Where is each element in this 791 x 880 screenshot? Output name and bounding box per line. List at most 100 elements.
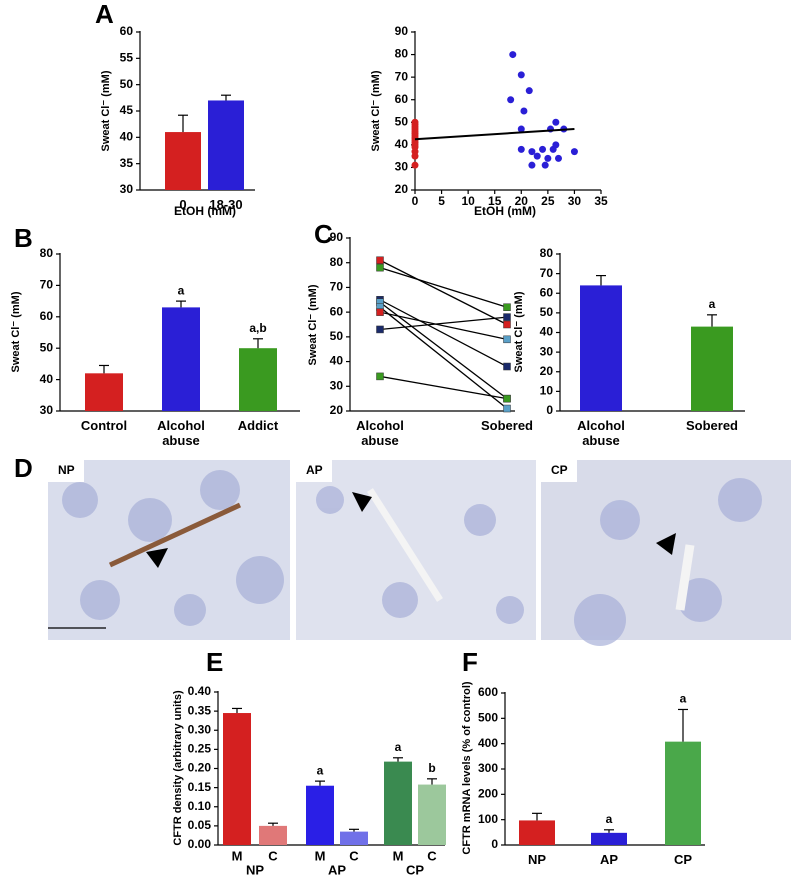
x-tick-label: Sobered <box>480 418 533 433</box>
pair-line <box>379 311 508 340</box>
bar <box>591 832 627 845</box>
y-tick-label: 0.25 <box>188 742 212 756</box>
x-axis-label: EtOH (mM) <box>174 204 236 218</box>
x-tick-label: 20 <box>515 194 529 208</box>
x-tick-label: Sobered <box>685 418 738 433</box>
arrowhead <box>352 492 372 512</box>
bar <box>208 100 244 190</box>
y-tick-label: 400 <box>478 736 498 750</box>
y-tick-label: 70 <box>395 69 409 83</box>
y-tick-label: 60 <box>540 285 554 299</box>
label-box <box>541 460 577 482</box>
category-label-box: Sobered <box>480 418 533 433</box>
point <box>528 161 536 169</box>
pair-line <box>379 301 508 400</box>
y-tick-label: 60 <box>120 24 134 38</box>
micrograph-label: NP <box>58 463 75 477</box>
duct <box>108 502 242 568</box>
point <box>541 161 549 169</box>
y-axis-label: Sweat Cl⁻ (mM) <box>307 284 319 365</box>
y-tick-label: 0.35 <box>188 703 212 717</box>
pair-marker <box>376 372 384 381</box>
point <box>525 87 533 95</box>
pair-marker <box>503 320 511 329</box>
y-tick-label: 45 <box>120 103 134 117</box>
pair-marker <box>503 313 511 321</box>
y-tick-label: 0.00 <box>188 837 212 851</box>
micrograph-label: CP <box>551 463 568 477</box>
panel-label: B <box>14 223 33 253</box>
category-label-box: 18-30 <box>209 197 243 212</box>
group-label: CP <box>406 862 424 877</box>
label-box <box>48 460 84 482</box>
y-tick-label: 20 <box>330 403 344 417</box>
x-tick-label: Alcohol abuse <box>356 418 404 448</box>
y-tick-label: 60 <box>395 92 409 106</box>
y-axis-label: Sweat Cl⁻ (mM) <box>10 291 22 372</box>
y-tick-label: 500 <box>478 711 498 725</box>
duct <box>675 544 695 611</box>
point <box>533 152 541 160</box>
pair-marker <box>376 256 384 264</box>
y-tick-label: 55 <box>120 51 134 65</box>
pair-line <box>379 267 508 308</box>
duct <box>367 488 443 602</box>
point <box>544 154 552 162</box>
y-tick-label: 20 <box>395 182 409 196</box>
y-tick-label: 0.10 <box>188 799 212 813</box>
y-axis-label: CFTR density (arbitrary units) <box>172 690 184 846</box>
y-tick-label: 80 <box>40 246 54 260</box>
y-tick-label: 70 <box>40 278 54 292</box>
category-label-box: AP <box>599 852 619 867</box>
trend-line <box>414 128 575 141</box>
micrographs: NP AP CP <box>48 460 791 646</box>
pair-marker <box>503 394 511 403</box>
y-tick-label: 0.30 <box>188 722 212 736</box>
significance-letter: b <box>428 761 435 775</box>
bar <box>85 373 123 411</box>
y-tick-label: 60 <box>40 309 54 323</box>
y-tick-label: 0.05 <box>188 818 212 832</box>
x-tick-label: 18-30 <box>209 197 243 212</box>
cell-texture <box>62 470 762 646</box>
bar <box>384 761 412 845</box>
bar <box>340 831 368 845</box>
panel-label: C <box>314 219 333 249</box>
bar <box>580 285 622 411</box>
x-tick-label: AP <box>599 852 619 867</box>
panel-label: A <box>95 0 114 29</box>
x-tick-label: C <box>427 848 437 863</box>
point <box>411 118 419 126</box>
y-axis-label: Sweat Cl⁻ (mM) <box>100 70 112 151</box>
significance-letter: a <box>680 692 687 706</box>
pair-line <box>379 299 508 368</box>
bar <box>165 132 201 190</box>
point <box>520 107 528 115</box>
x-tick-label: 30 <box>568 194 582 208</box>
y-tick-label: 300 <box>478 761 498 775</box>
category-label-box: CP <box>674 852 692 867</box>
y-tick-label: 100 <box>478 812 498 826</box>
y-tick-label: 40 <box>395 137 409 151</box>
pair-marker <box>503 303 511 311</box>
pair-line <box>379 306 508 410</box>
label-box <box>296 460 332 482</box>
pair-marker <box>503 335 511 344</box>
point <box>528 148 536 156</box>
bar <box>519 820 555 845</box>
pair-marker <box>376 308 384 316</box>
y-tick-label: 70 <box>330 280 344 294</box>
point <box>411 161 419 169</box>
y-tick-label: 200 <box>478 787 498 801</box>
y-tick-label: 10 <box>540 384 554 398</box>
significance-letter: a <box>178 283 185 297</box>
x-tick-label: 10 <box>461 194 475 208</box>
y-tick-label: 50 <box>120 77 134 91</box>
significance-letter: a <box>606 812 613 826</box>
y-tick-label: 0 <box>546 403 553 417</box>
y-tick-label: 0 <box>491 837 498 851</box>
point <box>509 51 517 59</box>
bar <box>223 713 251 845</box>
